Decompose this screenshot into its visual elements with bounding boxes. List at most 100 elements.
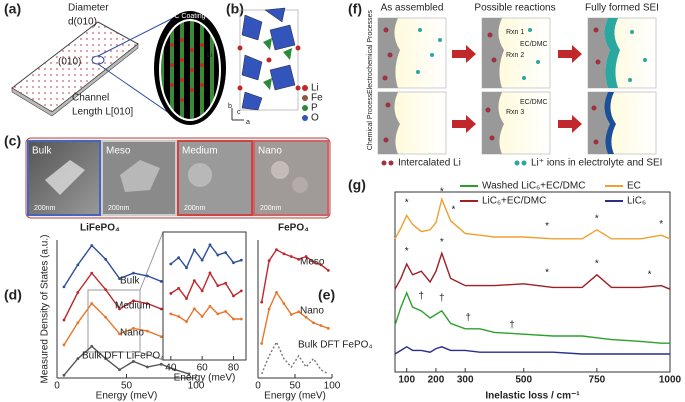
annotation: *	[595, 214, 599, 225]
data-point	[159, 362, 163, 366]
data-point	[275, 248, 278, 252]
legend-swatch	[521, 160, 527, 166]
data-point	[297, 257, 301, 261]
panel-label: (f)	[348, 1, 362, 17]
data-point	[232, 261, 235, 265]
solvent-label: EC/DMC	[520, 41, 548, 48]
reaction-label: Rxn 2	[506, 52, 524, 59]
data-line	[394, 345, 670, 355]
x-tick-label: 300	[457, 375, 474, 386]
legend-swatch	[381, 160, 387, 166]
annotation: *	[545, 268, 549, 279]
legend-swatch	[302, 115, 308, 121]
panel-label: (a)	[4, 1, 21, 17]
x-tick-label: 50	[121, 381, 133, 392]
data-point	[177, 286, 181, 290]
zoom-line	[139, 351, 164, 361]
data-point	[177, 315, 181, 318]
data-point	[282, 302, 286, 305]
label: C Coating	[174, 13, 205, 20]
x-tick-label: 100	[324, 381, 341, 392]
annotation: *	[440, 237, 444, 248]
data-point	[239, 258, 243, 262]
data-point	[319, 263, 323, 267]
legend-label: LiC₆	[627, 196, 646, 207]
data-point	[297, 310, 301, 314]
particle	[45, 160, 85, 195]
x-tick-label: 100	[188, 381, 205, 392]
panel-label: (d)	[4, 287, 22, 303]
data-point	[90, 344, 94, 348]
data-point	[173, 368, 177, 372]
data-point	[289, 255, 293, 258]
legend-label: Fe	[311, 93, 323, 104]
image-label: Medium	[182, 146, 218, 157]
x-tick-label: 500	[515, 375, 532, 386]
data-point	[224, 309, 228, 313]
annotation: *	[545, 221, 549, 232]
data-point	[104, 315, 108, 319]
data-line	[63, 345, 190, 376]
x-tick-label: 80	[228, 363, 240, 374]
x-axis-label: Energy (meV)	[174, 373, 236, 384]
data-point	[104, 288, 108, 292]
row-label: Chemical Process	[367, 93, 374, 150]
particle	[120, 160, 160, 192]
data-point	[267, 307, 271, 311]
data-point	[260, 342, 264, 345]
data-point	[132, 326, 135, 330]
reaction-label: Rxn 1	[506, 29, 524, 36]
axis-label: b	[228, 103, 232, 110]
particle	[188, 163, 212, 187]
column-title: As assembled	[381, 3, 444, 14]
image-label: Bulk	[32, 146, 52, 157]
legend-label: EC	[627, 181, 641, 192]
plot-frame	[394, 191, 671, 373]
data-point	[118, 277, 121, 281]
data-point	[282, 252, 286, 256]
legend-label: P	[311, 103, 318, 114]
series-label: Bulk DFT FePO₄	[298, 340, 372, 351]
data-point	[169, 292, 173, 295]
data-point	[232, 317, 235, 321]
data-point	[169, 312, 173, 316]
series-label: Bulk	[120, 276, 140, 287]
image-label: Nano	[258, 146, 282, 157]
data-point	[159, 335, 163, 338]
data-point	[216, 312, 220, 316]
annotation: *	[440, 187, 444, 198]
annotation: †	[419, 291, 425, 302]
label: Channel	[72, 93, 109, 104]
data-point	[192, 279, 196, 283]
x-tick-label: 200	[428, 375, 445, 386]
data-line	[170, 305, 242, 323]
data-point	[319, 324, 323, 327]
annotation: *	[595, 259, 599, 270]
series-label: Medium	[115, 301, 151, 312]
data-line	[261, 340, 329, 375]
panel-c: (c) Bulk Meso Medium Nano 200nm 200nm 20…	[4, 133, 331, 219]
plate-edge	[11, 43, 139, 117]
data-line	[170, 271, 242, 300]
x-tick-label: 750	[589, 375, 606, 386]
panel-label: (g)	[348, 177, 366, 193]
chart-title: FePO₄	[278, 223, 309, 234]
data-line	[261, 290, 329, 344]
data-point	[304, 315, 308, 319]
li-atoms	[237, 45, 301, 91]
data-point	[312, 260, 315, 264]
panel-label: (e)	[318, 287, 335, 303]
data-line	[170, 243, 242, 270]
data-point	[132, 299, 135, 303]
data-point	[185, 320, 188, 323]
series-label: Meso	[300, 257, 325, 268]
data-point	[76, 357, 80, 361]
data-point	[260, 300, 264, 304]
scale-bar: 200nm	[108, 205, 130, 212]
x-tick-label: 0	[255, 381, 261, 392]
data-point	[208, 304, 212, 308]
data-line	[261, 248, 329, 303]
data-point	[232, 294, 235, 298]
panel-label: (c)	[4, 133, 21, 149]
row-label: Electrochemical Processes	[367, 9, 374, 94]
